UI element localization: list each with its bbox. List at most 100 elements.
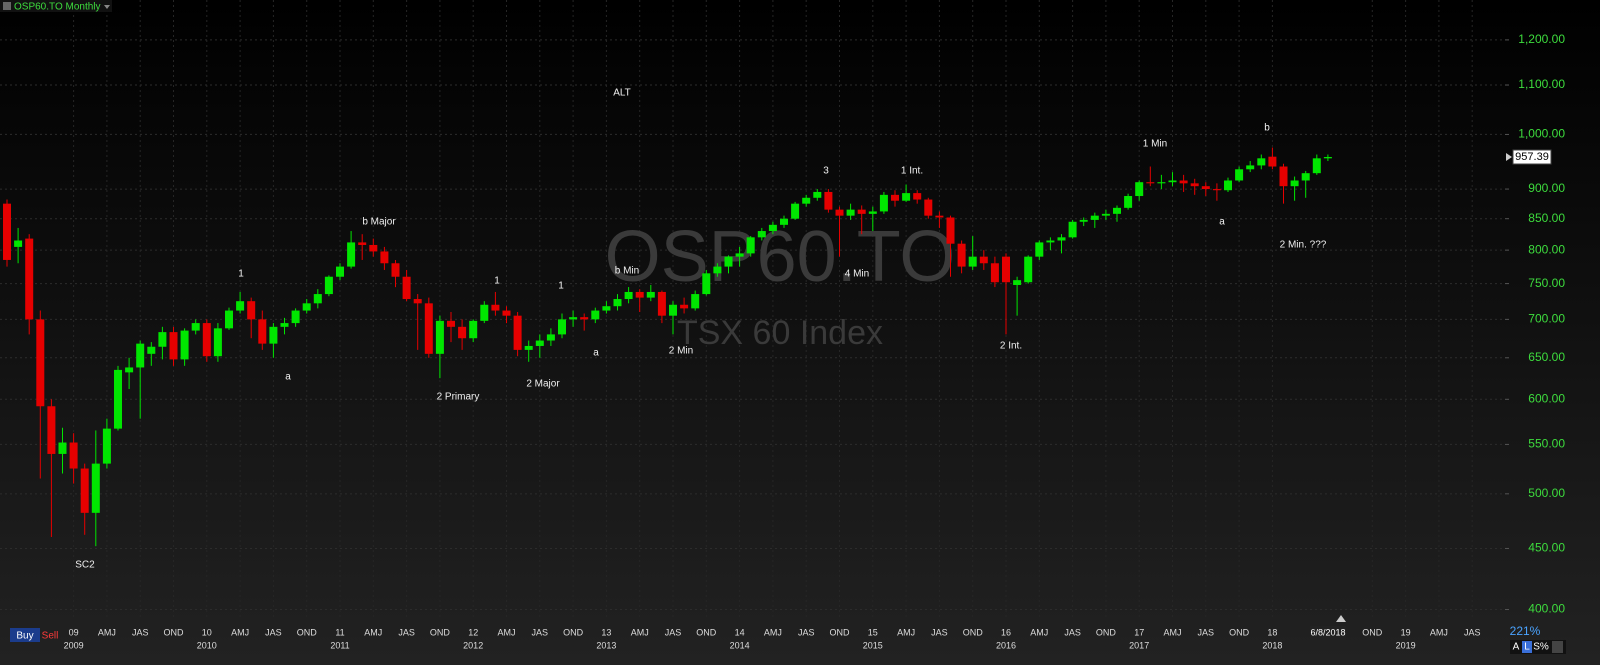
- year-label: 2012: [463, 640, 483, 650]
- candle-body: [1013, 280, 1022, 285]
- x-tick-label: JAS: [931, 627, 948, 637]
- candle-body: [302, 303, 311, 311]
- x-tick-label: JAS: [1198, 627, 1215, 637]
- x-tick-label: OND: [297, 627, 318, 637]
- candle-body: [1268, 156, 1277, 167]
- wave-annotation: 1: [494, 276, 500, 287]
- toolbar-button[interactable]: A: [1513, 642, 1520, 653]
- candle-body: [791, 203, 800, 219]
- candle-body: [691, 294, 700, 309]
- wave-annotation: 3: [823, 166, 829, 177]
- candle-body: [258, 319, 267, 344]
- candle-body: [502, 310, 511, 316]
- candle-body: [1235, 169, 1244, 181]
- dropdown-arrow[interactable]: [104, 5, 110, 9]
- candle-body: [1246, 165, 1255, 170]
- candle-body: [1301, 173, 1310, 181]
- candle-body: [180, 330, 189, 360]
- candle-body: [1168, 180, 1177, 183]
- candle-body: [313, 294, 322, 304]
- candle-body: [347, 242, 356, 267]
- y-tick-label: 650.00: [1528, 350, 1565, 364]
- candle-body: [768, 224, 777, 232]
- watermark: OSP60.TO: [605, 217, 956, 297]
- candle-body: [669, 304, 677, 316]
- price-pointer: [1506, 153, 1512, 161]
- x-tick-label: JAS: [1064, 627, 1081, 637]
- year-label: 2015: [863, 640, 883, 650]
- wave-annotation: b: [1264, 123, 1270, 134]
- y-tick-label: 850.00: [1528, 211, 1565, 225]
- candle-body: [902, 193, 911, 201]
- candle-body: [447, 320, 455, 327]
- price-box: [1512, 149, 1552, 165]
- y-tick-label: 400.00: [1528, 602, 1565, 616]
- candle-body: [1002, 256, 1010, 283]
- wave-annotation: 2 Min. ???: [1280, 240, 1327, 251]
- sell-label[interactable]: Sell: [42, 631, 59, 642]
- candle-body: [780, 218, 788, 225]
- chart-title[interactable]: OSP60.TO Monthly: [14, 2, 101, 13]
- candle-body: [36, 319, 45, 407]
- year-label: 2011: [330, 640, 349, 650]
- x-tick-label: OND: [1229, 627, 1250, 637]
- zoom-level: 221%: [1510, 624, 1541, 638]
- candle-body: [713, 266, 722, 274]
- toolbar-button[interactable]: L: [1524, 642, 1530, 653]
- candle-body: [1024, 256, 1033, 283]
- wave-annotation: 2 Int.: [1000, 341, 1022, 352]
- x-tick-label: OND: [164, 627, 185, 637]
- x-tick-label: AMJ: [364, 627, 382, 637]
- candle-body: [80, 468, 89, 513]
- candle-body: [857, 209, 866, 214]
- toolbar-tool[interactable]: [1552, 641, 1563, 653]
- candle-body: [424, 303, 433, 354]
- candle-body: [14, 240, 23, 247]
- candle-body: [1179, 180, 1188, 184]
- y-tick-label: 750.00: [1528, 276, 1565, 290]
- candle-body: [191, 323, 200, 331]
- x-tick-label: OND: [563, 627, 584, 637]
- candle-body: [757, 231, 766, 238]
- x-tick-label: AMJ: [1164, 627, 1182, 637]
- wave-annotation: SC2: [75, 560, 95, 571]
- x-tick-label: AMJ: [897, 627, 915, 637]
- year-label: 2017: [1129, 640, 1149, 650]
- year-label: 2014: [730, 640, 750, 650]
- buy-label[interactable]: Buy: [16, 631, 33, 642]
- candle-body: [169, 332, 178, 360]
- buy-button[interactable]: [10, 628, 40, 642]
- candle-body: [25, 238, 34, 320]
- x-tick-label: AMJ: [631, 627, 649, 637]
- x-tick-label: JAS: [398, 627, 415, 637]
- y-tick-label: 1,000.00: [1518, 127, 1565, 141]
- candle-body: [269, 326, 278, 344]
- y-tick-label: 1,200.00: [1518, 32, 1565, 46]
- candle-body: [336, 266, 344, 277]
- header-bar: [0, 0, 112, 12]
- date-box: [1310, 626, 1346, 640]
- candle-body: [524, 345, 533, 350]
- candle-body: [602, 306, 611, 311]
- toolbar-button[interactable]: S%: [1533, 642, 1549, 653]
- candle-body: [324, 276, 333, 295]
- candle-body: [913, 193, 922, 200]
- candle-body: [646, 291, 655, 298]
- x-tick-label: OND: [430, 627, 451, 637]
- candle-body: [147, 346, 156, 354]
- wave-annotation: b Major: [362, 217, 396, 228]
- x-tick-label: OND: [963, 627, 984, 637]
- y-tick-label: 600.00: [1528, 391, 1565, 405]
- candle-body: [1157, 182, 1166, 184]
- candle-body: [1035, 242, 1044, 257]
- year-label: 2013: [596, 640, 616, 650]
- wave-annotation: 2 Major: [526, 379, 560, 390]
- candle-body: [1257, 158, 1266, 166]
- x-tick-label: AMJ: [764, 627, 782, 637]
- y-tick-label: 700.00: [1528, 312, 1565, 326]
- year-label: 2010: [197, 640, 217, 650]
- candle-body: [724, 256, 733, 267]
- candle-body: [1057, 237, 1066, 241]
- header-icon: [3, 2, 11, 10]
- candle-body: [1224, 180, 1232, 191]
